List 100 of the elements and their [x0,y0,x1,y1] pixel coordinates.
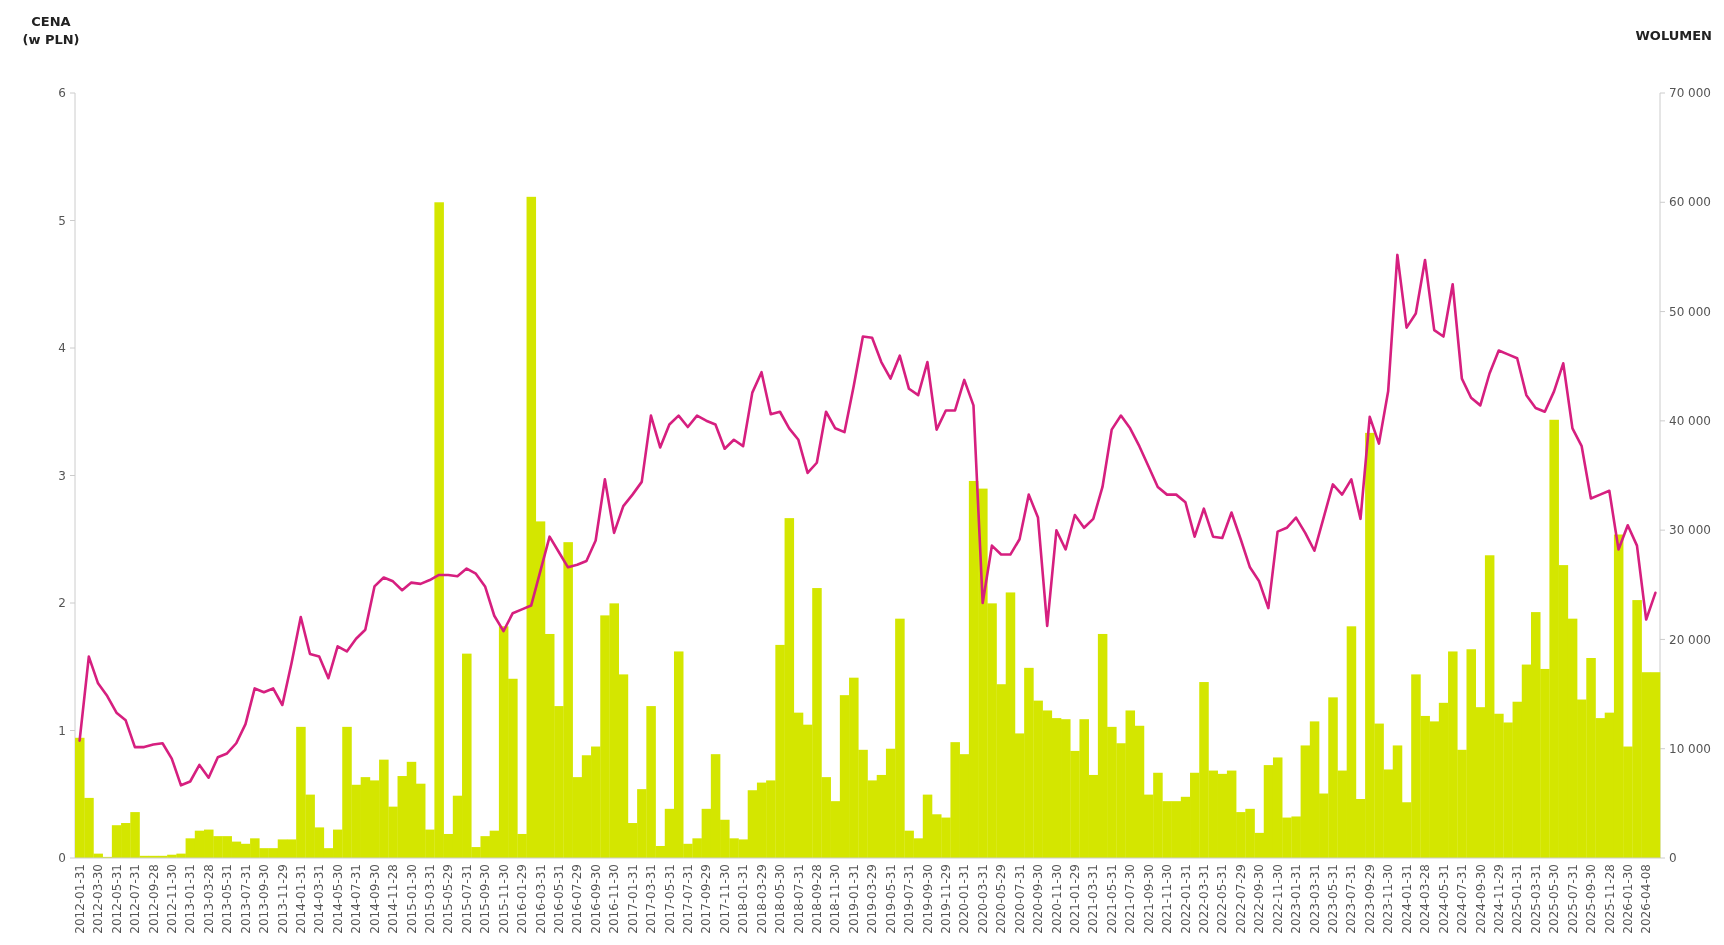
y2-tick-label: 70 000 [1669,86,1711,101]
x-tick-label: 2015-09-30 [478,864,493,934]
x-tick-label: 2017-11-30 [717,864,732,934]
x-tick-label: 2023-01-31 [1289,864,1304,934]
x-tick-label: 2022-07-29 [1233,864,1248,934]
x-tick-label: 2016-01-29 [515,864,530,934]
x-tick-label: 2021-07-30 [1123,864,1138,934]
x-tick-label: 2019-09-30 [920,864,935,934]
x-tick-label: 2024-03-28 [1418,864,1433,934]
x-tick-label: 2022-01-31 [1178,864,1193,934]
x-tick-label: 2014-11-28 [386,864,401,934]
x-tick-label: 2017-07-31 [681,864,696,934]
x-tick-label: 2016-07-29 [570,864,585,934]
x-tick-label: 2015-01-30 [404,864,419,934]
x-tick-label: 2014-03-31 [312,864,327,934]
x-tick-label: 2015-03-31 [422,864,437,934]
x-tick-label: 2013-03-28 [201,864,216,934]
x-tick-label: 2022-05-31 [1215,864,1230,934]
y-axis-title: CENA (w PLN) [22,14,80,47]
x-tick-label: 2019-03-29 [865,864,880,934]
x-tick-label: 2014-09-30 [367,864,382,934]
y2-axis-title: WOLUMEN [1635,28,1712,43]
x-tick-label: 2022-03-31 [1197,864,1212,934]
x-tick-label: 2020-07-31 [1012,864,1027,934]
x-tick-label: 2025-01-31 [1510,864,1525,934]
x-tick-label: 2025-05-30 [1547,864,1562,934]
x-tick-label: 2018-01-31 [736,864,751,934]
y2-tick-label: 20 000 [1669,632,1711,647]
x-tick-label: 2015-07-31 [459,864,474,934]
x-tick-label: 2012-11-30 [164,864,179,934]
y2-tick-label: 10 000 [1669,741,1711,756]
x-tick-label: 2021-09-30 [1141,864,1156,934]
x-tick-label: 2020-05-29 [994,864,1009,934]
x-tick-label: 2025-03-31 [1528,864,1543,934]
x-tick-label: 2013-01-31 [183,864,198,934]
x-tick-label: 2016-11-30 [607,864,622,934]
y-tick-label: 2 [58,596,66,611]
x-tick-label: 2017-01-31 [625,864,640,934]
x-tick-label: 2023-09-29 [1362,864,1377,934]
x-tick-label: 2018-09-28 [810,864,825,934]
x-tick-label: 2025-07-31 [1565,864,1580,934]
x-tick-label: 2018-07-31 [791,864,806,934]
x-tick-label: 2024-09-30 [1473,864,1488,934]
x-tick-label: 2025-11-28 [1602,864,1617,934]
x-tick-label: 2017-09-29 [699,864,714,934]
x-tick-label: 2017-05-31 [662,864,677,934]
x-tick-label: 2014-07-31 [349,864,364,934]
x-tick-label: 2018-05-30 [773,864,788,934]
x-tick-label: 2020-03-31 [975,864,990,934]
y2-tick-label: 0 [1669,851,1677,866]
y-tick-label: 5 [58,213,66,228]
x-tick-label: 2018-03-29 [754,864,769,934]
x-tick-label: 2019-07-31 [902,864,917,934]
x-tick-label: 2025-09-30 [1584,864,1599,934]
y2-tick-label: 30 000 [1669,523,1711,538]
x-tick-label: 2026-04-08 [1639,864,1654,934]
x-tick-label: 2016-09-30 [588,864,603,934]
x-tick-label: 2016-05-31 [551,864,566,934]
x-tick-label: 2019-01-31 [846,864,861,934]
x-tick-label: 2021-01-29 [1068,864,1083,934]
x-tick-label: 2012-01-31 [72,864,87,934]
x-tick-label: 2015-11-30 [496,864,511,934]
x-tick-label: 2023-05-31 [1326,864,1341,934]
y-tick-label: 4 [58,341,66,356]
x-tick-label: 2024-07-31 [1455,864,1470,934]
x-tick-label: 2023-03-31 [1307,864,1322,934]
x-tick-label: 2020-11-30 [1049,864,1064,934]
x-tick-label: 2022-11-30 [1270,864,1285,934]
x-tick-label: 2014-05-30 [330,864,345,934]
y-tick-label: 0 [58,851,66,866]
x-tick-label: 2021-03-31 [1086,864,1101,934]
x-tick-label: 2016-03-31 [533,864,548,934]
x-tick-label: 2014-01-31 [293,864,308,934]
y2-tick-label: 60 000 [1669,195,1711,210]
x-tick-label: 2013-09-30 [257,864,272,934]
y-tick-label: 3 [58,468,66,483]
x-tick-label: 2015-05-29 [441,864,456,934]
x-tick-label: 2026-01-30 [1620,864,1635,934]
x-tick-label: 2022-09-30 [1252,864,1267,934]
x-tick-label: 2012-07-31 [128,864,143,934]
x-tick-label: 2024-01-31 [1399,864,1414,934]
x-tick-label: 2013-05-31 [220,864,235,934]
x-tick-label: 2013-11-29 [275,864,290,934]
y2-tick-label: 40 000 [1669,414,1711,429]
y-tick-label: 1 [58,723,66,738]
x-tick-label: 2024-05-31 [1436,864,1451,934]
x-tick-label: 2012-09-28 [146,864,161,934]
x-tick-label: 2013-07-31 [238,864,253,934]
x-tick-label: 2012-05-31 [109,864,124,934]
y2-tick-label: 50 000 [1669,304,1711,319]
x-tick-label: 2021-05-31 [1104,864,1119,934]
x-tick-label: 2024-11-29 [1491,864,1506,934]
x-tick-label: 2012-03-30 [91,864,106,934]
x-tick-label: 2021-11-30 [1160,864,1175,934]
x-tick-label: 2018-11-30 [828,864,843,934]
x-tick-label: 2020-01-31 [957,864,972,934]
x-tick-label: 2019-05-31 [883,864,898,934]
x-tick-label: 2019-11-29 [939,864,954,934]
x-tick-label: 2023-11-30 [1381,864,1396,934]
y-tick-label: 6 [58,86,66,101]
